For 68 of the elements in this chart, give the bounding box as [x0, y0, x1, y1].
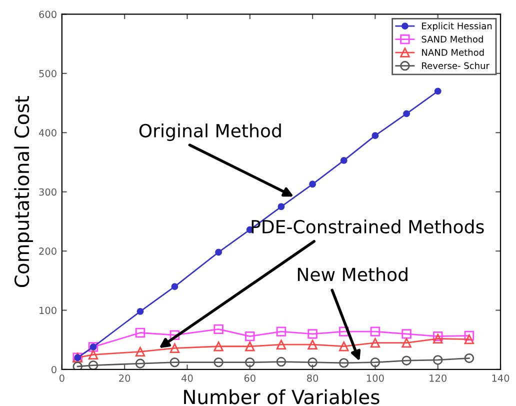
- point: [72, 362, 82, 370]
- point: [276, 326, 286, 336]
- point: [339, 326, 349, 336]
- point: [402, 329, 412, 339]
- point: [170, 357, 180, 368]
- x-tick-label: 120: [430, 374, 446, 382]
- point: [370, 357, 380, 368]
- y-tick-label: 100: [40, 306, 56, 314]
- point: [464, 353, 474, 364]
- point: [308, 357, 318, 368]
- y-tick-label: 600: [39, 10, 56, 18]
- annotation: New Method: [298, 267, 408, 282]
- point: [402, 338, 412, 348]
- point: [308, 329, 318, 339]
- point: [136, 308, 144, 315]
- x-tick-label: 140: [492, 374, 510, 382]
- point: [434, 88, 442, 95]
- x-tick-label: 60: [244, 374, 256, 382]
- point: [433, 331, 443, 342]
- point: [245, 331, 255, 342]
- point: [402, 356, 412, 366]
- legend-label: Reverse- Schur: [422, 62, 490, 70]
- point: [308, 340, 318, 350]
- y-tick-label: 400: [38, 129, 56, 136]
- point: [339, 342, 349, 352]
- point: [88, 360, 98, 370]
- x-tick-label: 100: [366, 374, 384, 382]
- x-tick-label: 40: [182, 374, 193, 382]
- point: [170, 330, 180, 340]
- point: [340, 156, 348, 164]
- legend-label: NAND Method: [422, 48, 484, 56]
- point: [170, 343, 180, 354]
- point: [372, 132, 379, 140]
- point: [245, 357, 255, 368]
- point: [433, 355, 443, 365]
- point: [309, 180, 316, 188]
- annotation: Original Method: [139, 124, 281, 142]
- x-tick-label: 20: [119, 374, 130, 382]
- legend-label: SAND Method: [422, 36, 483, 43]
- point: [276, 340, 286, 350]
- y-axis-title: Computational Cost: [14, 96, 33, 288]
- x-axis-title: Number of Variables: [184, 389, 380, 404]
- y-tick-label: 300: [39, 188, 56, 196]
- x-tick-label: 80: [307, 374, 318, 382]
- point: [339, 358, 349, 368]
- y-tick-label: 200: [39, 248, 56, 255]
- point: [135, 346, 146, 357]
- point: [464, 330, 474, 341]
- point: [278, 203, 285, 210]
- y-tick-label: 500: [39, 70, 56, 78]
- point: [214, 357, 224, 368]
- x-tick-label: 0: [59, 374, 64, 382]
- point: [215, 248, 222, 256]
- point: [88, 350, 98, 360]
- point: [135, 328, 146, 338]
- point: [135, 358, 146, 368]
- point: [433, 334, 443, 344]
- y-tick-label: 0: [52, 366, 56, 374]
- point: [171, 283, 178, 290]
- point: [464, 334, 474, 344]
- point: [276, 356, 286, 367]
- point: [214, 342, 224, 352]
- point: [370, 326, 380, 336]
- legend-label: Explicit Hessian: [422, 22, 492, 32]
- point: [214, 324, 224, 334]
- point: [245, 342, 255, 352]
- point: [403, 110, 410, 118]
- point: [370, 338, 380, 348]
